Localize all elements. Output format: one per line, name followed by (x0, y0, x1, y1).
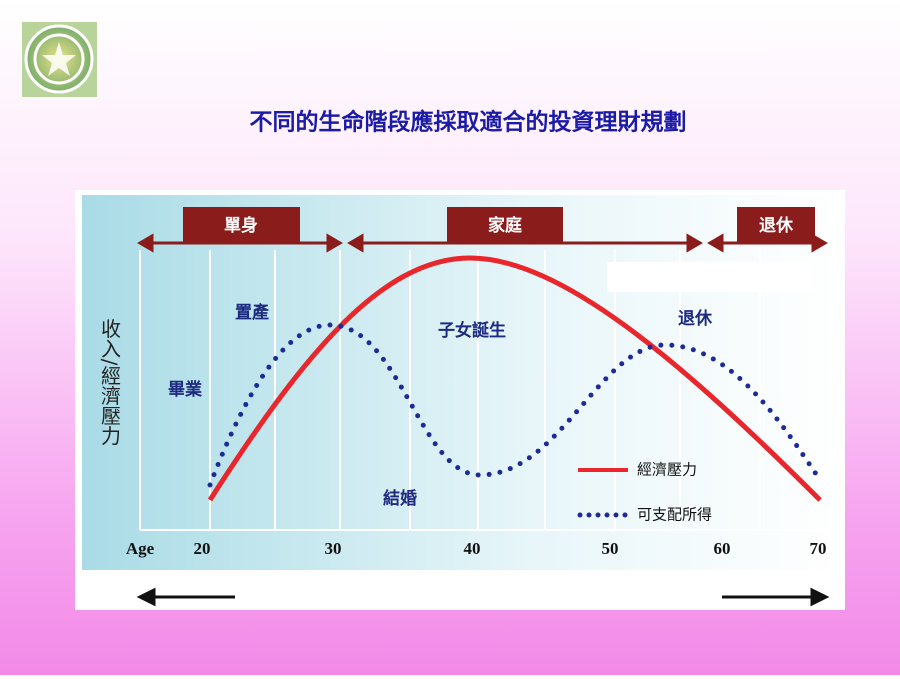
x-tick-label: 70 (810, 539, 827, 558)
logo (22, 22, 97, 97)
annotation: 子女誕生 (438, 320, 506, 341)
legend-label: 可支配所得 (637, 506, 712, 524)
x-tick-label: 60 (714, 539, 731, 558)
stage-label: 單身 (224, 215, 258, 236)
x-tick-label: 50 (602, 539, 619, 558)
blank-box (607, 262, 812, 292)
pressure-curve (207, 255, 822, 502)
legend-label: 經濟壓力 (637, 461, 697, 479)
x-tick-label: 30 (325, 539, 342, 558)
x-tick-label: 20 (194, 539, 211, 558)
y-axis-label: 收入/經濟壓力 (98, 318, 122, 445)
annotation: 結婚 (383, 488, 417, 509)
x-tick-label: 40 (464, 539, 481, 558)
x-axis-label: Age (126, 539, 155, 558)
grid (139, 250, 830, 531)
stage-boxes (183, 207, 815, 242)
stage-label: 家庭 (488, 215, 522, 236)
slide-title: 不同的生命階段應採取適合的投資理財規劃 (250, 109, 687, 136)
stage-label: 退休 (759, 215, 794, 236)
annotation: 置產 (235, 302, 269, 323)
annotation: 退休 (678, 308, 713, 329)
annotation: 畢業 (168, 379, 202, 400)
income-curve (207, 322, 823, 488)
bottom-arrows (136, 587, 830, 607)
stage-arrows (137, 233, 828, 253)
